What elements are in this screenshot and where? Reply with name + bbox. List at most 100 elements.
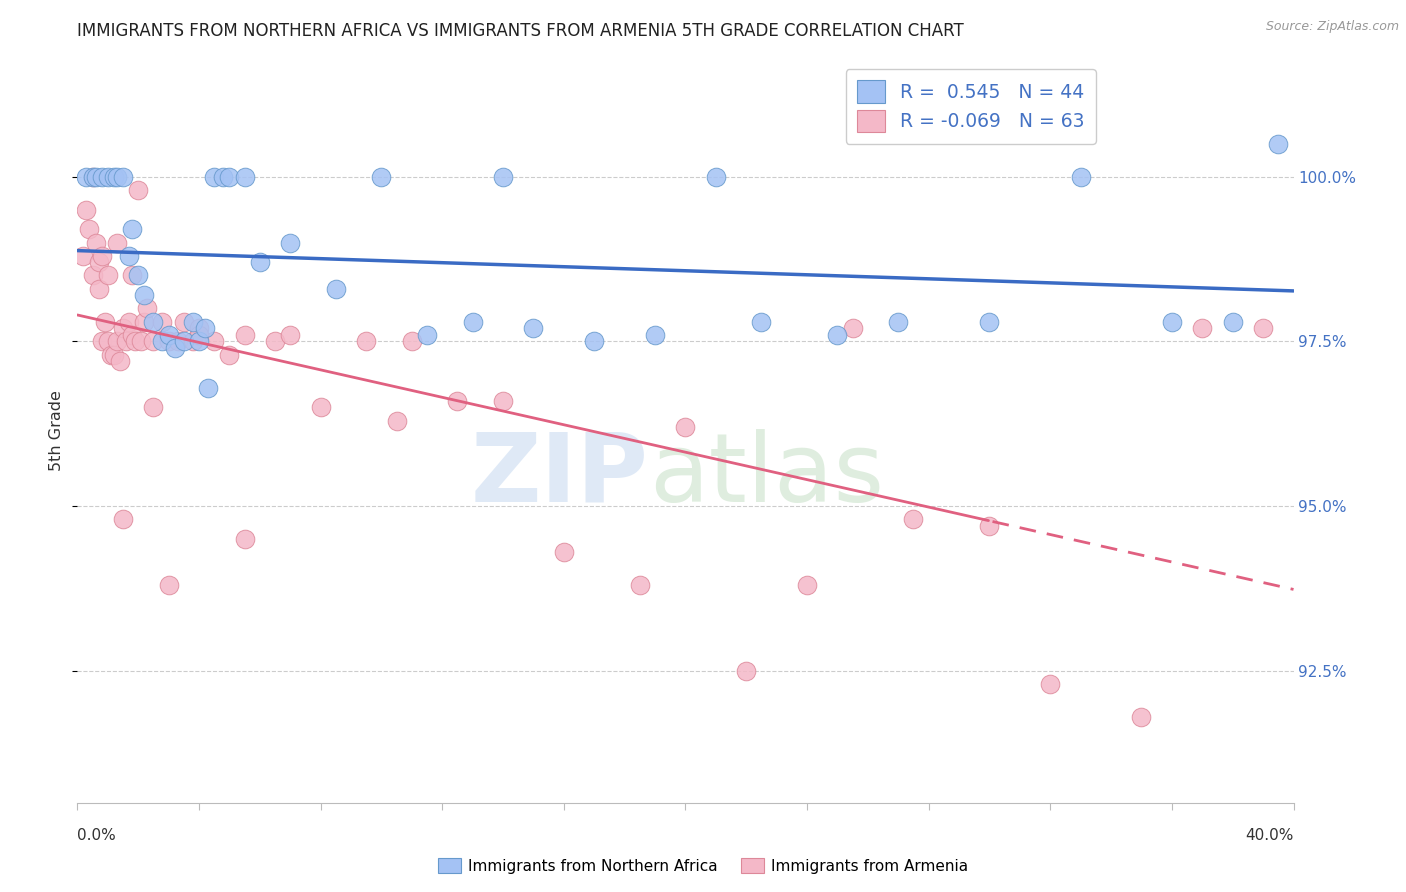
Point <box>111 169 134 184</box>
Y-axis label: 5th Grade: 5th Grade <box>49 390 65 471</box>
Point <box>72 249 94 263</box>
Point <box>157 578 180 592</box>
Point <box>796 578 818 592</box>
Point <box>212 169 235 184</box>
Point <box>97 268 120 283</box>
Point <box>188 321 211 335</box>
Point <box>197 380 219 394</box>
Point <box>233 169 256 184</box>
Legend: Immigrants from Northern Africa, Immigrants from Armenia: Immigrants from Northern Africa, Immigra… <box>432 852 974 880</box>
Point <box>979 315 1001 329</box>
Point <box>75 202 97 217</box>
Point <box>202 334 225 349</box>
Point <box>82 169 104 184</box>
Point <box>1130 710 1153 724</box>
Point <box>97 169 120 184</box>
Point <box>675 420 697 434</box>
Point <box>152 334 174 349</box>
Point <box>166 334 188 349</box>
Text: ZIP: ZIP <box>471 428 650 522</box>
Point <box>82 169 104 184</box>
Point <box>202 169 225 184</box>
Point <box>446 393 468 408</box>
Point <box>118 315 141 329</box>
Point <box>1191 321 1213 335</box>
Point <box>90 169 112 184</box>
Point <box>173 315 195 329</box>
Point <box>127 183 149 197</box>
Point <box>129 334 152 349</box>
Point <box>401 334 423 349</box>
Point <box>173 334 195 349</box>
Text: Source: ZipAtlas.com: Source: ZipAtlas.com <box>1265 20 1399 33</box>
Point <box>522 321 544 335</box>
Point <box>309 401 332 415</box>
Point <box>157 334 180 349</box>
Text: 40.0%: 40.0% <box>1246 828 1294 843</box>
Point <box>1267 136 1289 151</box>
Text: 0.0%: 0.0% <box>77 828 117 843</box>
Point <box>751 315 773 329</box>
Point <box>492 393 515 408</box>
Point <box>105 169 128 184</box>
Point <box>278 235 301 250</box>
Point <box>461 315 484 329</box>
Point <box>127 268 149 283</box>
Point <box>233 532 256 546</box>
Point <box>903 512 925 526</box>
Point <box>1251 321 1274 335</box>
Point <box>181 315 204 329</box>
Point <box>136 301 159 316</box>
Point <box>188 327 211 342</box>
Point <box>1039 677 1062 691</box>
Point <box>704 169 727 184</box>
Point <box>628 578 651 592</box>
Point <box>1222 315 1244 329</box>
Point <box>87 282 110 296</box>
Point <box>121 222 143 236</box>
Point <box>181 334 204 349</box>
Point <box>233 327 256 342</box>
Point <box>194 321 217 335</box>
Point <box>492 169 515 184</box>
Point <box>827 327 849 342</box>
Point <box>385 413 408 427</box>
Point <box>553 545 575 559</box>
Point <box>79 222 101 236</box>
Point <box>105 235 128 250</box>
Point <box>75 169 97 184</box>
Point <box>370 169 392 184</box>
Point <box>121 327 143 342</box>
Point <box>152 315 174 329</box>
Point <box>118 249 141 263</box>
Legend: R =  0.545   N = 44, R = -0.069   N = 63: R = 0.545 N = 44, R = -0.069 N = 63 <box>845 69 1095 144</box>
Point <box>84 235 107 250</box>
Point <box>142 401 165 415</box>
Point <box>979 519 1001 533</box>
Point <box>1070 169 1092 184</box>
Point <box>124 334 146 349</box>
Point <box>142 334 165 349</box>
Point <box>887 315 910 329</box>
Point <box>134 315 156 329</box>
Point <box>82 268 104 283</box>
Point <box>735 664 758 678</box>
Point <box>163 341 186 355</box>
Point <box>103 169 125 184</box>
Point <box>108 354 131 368</box>
Point <box>218 348 240 362</box>
Point <box>644 327 666 342</box>
Point <box>103 348 125 362</box>
Point <box>111 321 134 335</box>
Point <box>841 321 863 335</box>
Point <box>142 315 165 329</box>
Point <box>90 249 112 263</box>
Point <box>264 334 287 349</box>
Point <box>105 334 128 349</box>
Point <box>416 327 439 342</box>
Point <box>278 327 301 342</box>
Point <box>87 255 110 269</box>
Point <box>325 282 347 296</box>
Point <box>218 169 240 184</box>
Point <box>134 288 156 302</box>
